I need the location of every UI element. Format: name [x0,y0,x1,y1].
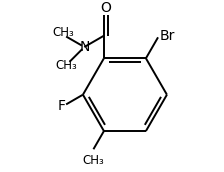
Text: CH₃: CH₃ [55,59,77,72]
Text: CH₃: CH₃ [52,26,74,39]
Text: Br: Br [160,29,175,43]
Text: N: N [79,40,90,54]
Text: F: F [58,99,66,113]
Text: CH₃: CH₃ [83,154,104,167]
Text: O: O [101,1,111,15]
